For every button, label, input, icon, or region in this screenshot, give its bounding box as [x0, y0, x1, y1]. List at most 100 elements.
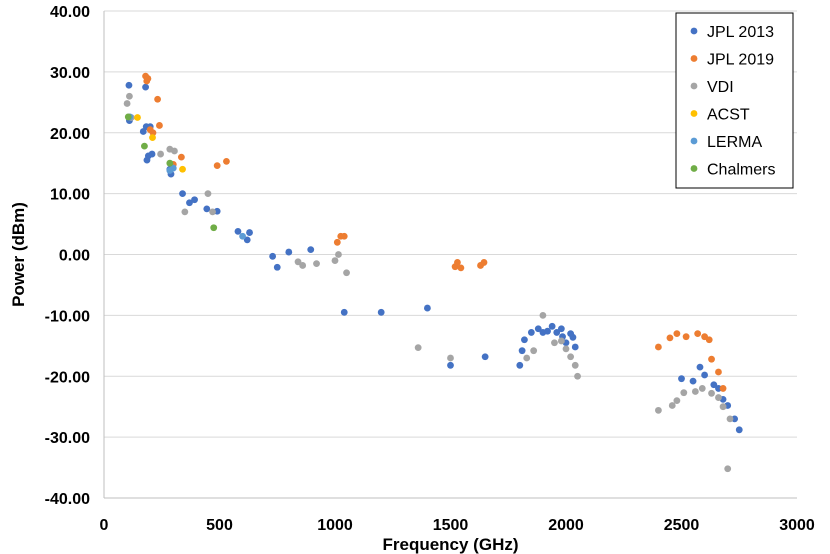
- y-tick-label: -30.00: [45, 430, 90, 447]
- data-point: [414, 344, 422, 352]
- data-point: [701, 371, 708, 379]
- data-point: [171, 147, 178, 155]
- data-point: [154, 95, 161, 103]
- data-point: [204, 190, 212, 198]
- data-point: [299, 262, 307, 269]
- series-chalmers: [124, 113, 218, 232]
- data-point: [186, 199, 193, 207]
- legend-label: JPL 2013: [707, 24, 774, 41]
- data-point: [689, 377, 697, 385]
- axes: [103, 11, 797, 499]
- data-point: [166, 159, 174, 167]
- data-point: [139, 128, 147, 135]
- data-point: [125, 81, 133, 89]
- data-point: [569, 333, 577, 341]
- legend-label: LERMA: [707, 134, 762, 151]
- data-point: [273, 263, 281, 271]
- data-point: [340, 232, 348, 240]
- y-tick-label: 10.00: [50, 187, 90, 204]
- x-tick-label: 2000: [548, 517, 584, 534]
- data-point: [557, 325, 565, 333]
- data-point: [719, 403, 727, 411]
- data-point: [655, 343, 662, 351]
- data-point: [574, 372, 581, 380]
- data-point: [333, 238, 341, 246]
- y-tick-label: -40.00: [45, 491, 90, 508]
- x-tick-label: 2500: [664, 517, 700, 534]
- data-point: [516, 361, 524, 369]
- data-point: [210, 224, 218, 232]
- data-point: [708, 355, 715, 363]
- legend-marker: [690, 110, 698, 117]
- data-point: [480, 259, 488, 266]
- data-point: [239, 232, 247, 240]
- data-point: [177, 153, 185, 161]
- data-point: [521, 336, 528, 344]
- legend: JPL 2013 JPL 2019 VDI ACST LERMA Chalmers: [675, 12, 794, 189]
- data-point: [726, 415, 734, 423]
- data-point: [269, 252, 277, 260]
- data-point: [698, 385, 706, 392]
- data-point: [691, 388, 699, 395]
- data-point: [719, 385, 727, 392]
- data-point: [567, 353, 575, 361]
- data-point: [694, 330, 702, 338]
- data-point: [682, 333, 690, 341]
- data-point: [335, 251, 342, 258]
- data-point: [571, 343, 579, 351]
- data-point: [447, 361, 454, 369]
- data-point: [169, 164, 177, 172]
- data-point: [285, 248, 293, 256]
- data-point: [343, 269, 350, 277]
- data-point: [518, 347, 526, 355]
- data-point: [680, 389, 688, 397]
- data-point: [126, 92, 133, 100]
- data-point: [715, 368, 722, 376]
- data-point: [710, 381, 718, 389]
- data-point: [673, 397, 681, 404]
- legend-label: JPL 2019: [707, 52, 774, 69]
- data-point: [551, 339, 558, 347]
- data-point: [223, 157, 230, 165]
- x-axis-ticks: 0 500 1000 1500 2000 2500 3000: [100, 517, 815, 534]
- data-point: [123, 100, 131, 107]
- data-point: [377, 308, 385, 316]
- data-point: [705, 336, 713, 344]
- data-point: [655, 406, 662, 414]
- data-point: [534, 325, 542, 333]
- data-point: [544, 327, 551, 335]
- data-point: [307, 246, 315, 254]
- series-jpl-2013: [125, 81, 743, 434]
- data-point: [124, 113, 132, 121]
- data-point: [156, 122, 163, 129]
- legend-label: Chalmers: [707, 162, 775, 179]
- y-tick-label: 0.00: [59, 248, 90, 265]
- y-tick-label: -10.00: [45, 308, 90, 325]
- legend-marker: [690, 55, 698, 62]
- series-acst: [134, 114, 186, 173]
- data-point: [724, 465, 732, 473]
- x-tick-label: 500: [206, 517, 233, 534]
- data-point: [157, 150, 164, 158]
- y-axis-label: Power (dBm): [9, 202, 28, 307]
- data-point: [234, 227, 242, 235]
- data-point: [294, 258, 302, 266]
- data-point: [246, 229, 253, 236]
- data-point: [148, 150, 156, 158]
- legend-marker: [690, 82, 698, 90]
- data-point: [557, 337, 565, 345]
- data-point: [313, 260, 320, 268]
- legend-marker: [690, 165, 698, 172]
- data-point: [181, 208, 189, 216]
- data-point: [673, 330, 681, 338]
- data-point: [548, 322, 556, 330]
- y-tick-label: 40.00: [50, 4, 90, 21]
- x-tick-label: 3000: [779, 517, 815, 534]
- data-point: [331, 257, 339, 264]
- x-axis-label: Frequency (GHz): [382, 535, 518, 554]
- data-point: [735, 426, 743, 434]
- data-point: [454, 259, 461, 266]
- data-point: [668, 402, 676, 409]
- y-axis-ticks: 40.00 30.00 20.00 10.00 0.00 -10.00 -20.00 -30.…: [45, 4, 90, 508]
